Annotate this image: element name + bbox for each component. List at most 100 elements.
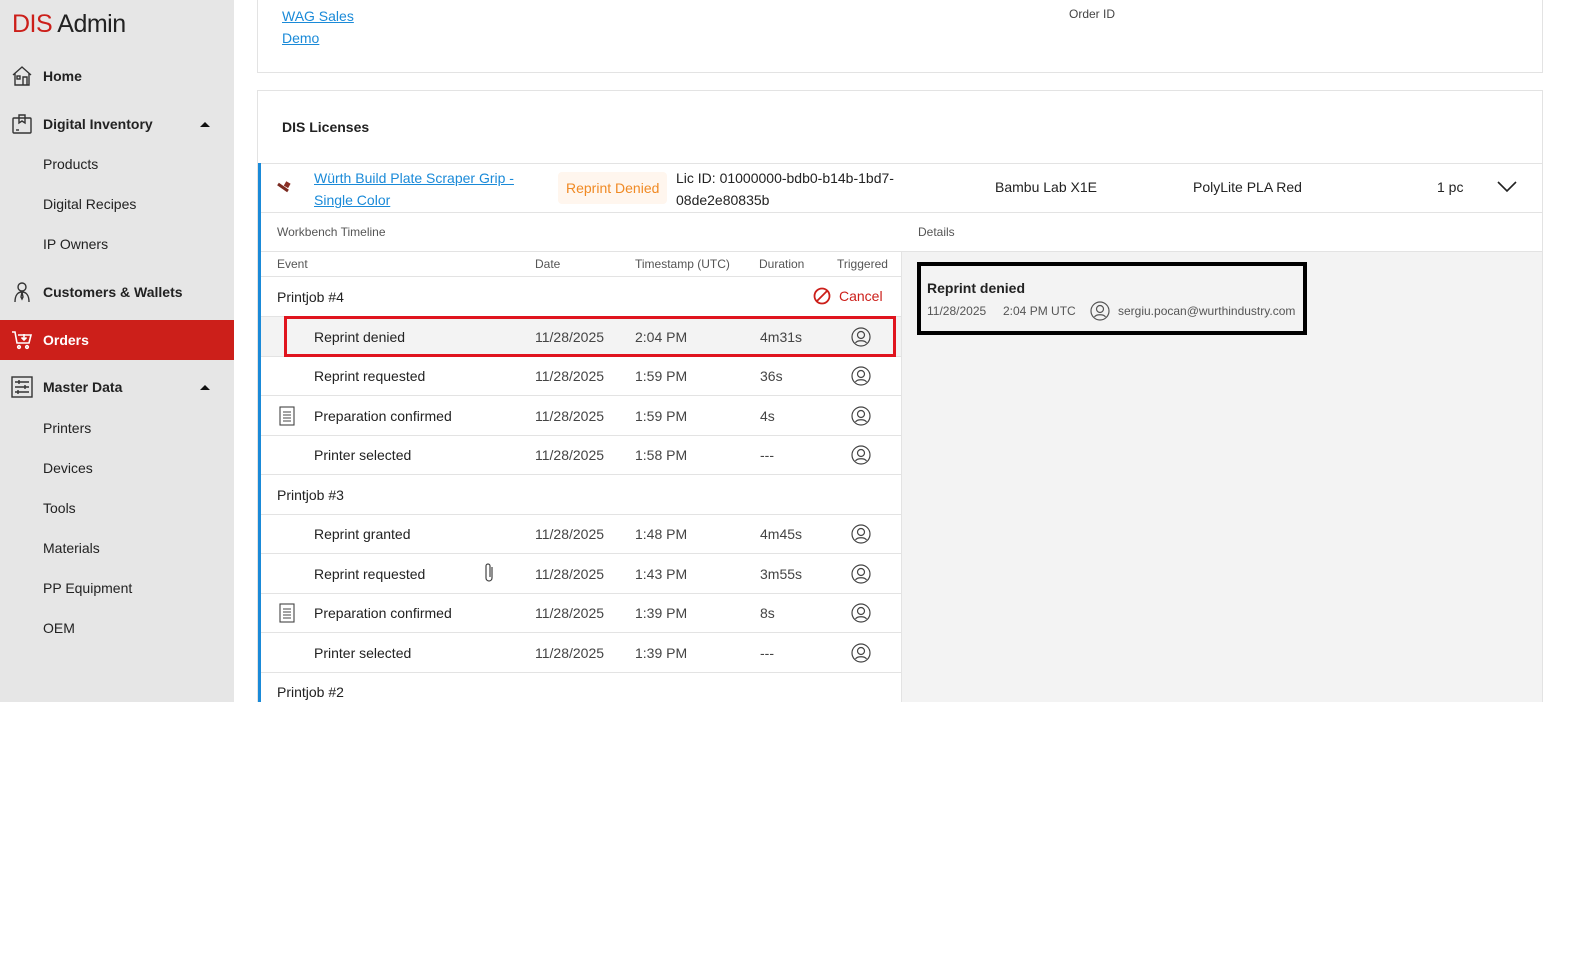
printer-name: Bambu Lab X1E: [995, 179, 1097, 195]
detail-entry: Reprint denied 11/28/2025 2:04 PM UTC se…: [917, 262, 1307, 335]
sidebar-item-home[interactable]: Home: [0, 56, 234, 96]
product-link[interactable]: Würth Build Plate Scraper Grip - Single …: [314, 170, 514, 208]
cart-icon: [12, 331, 33, 350]
sidebar-item-products[interactable]: Products: [43, 156, 99, 172]
collapse-caret-icon[interactable]: [200, 121, 210, 127]
event-duration: ---: [760, 447, 774, 463]
details-label: Details: [918, 225, 955, 239]
event-date: 11/28/2025: [535, 644, 605, 661]
user-icon[interactable]: [851, 445, 871, 465]
section-title: DIS Licenses: [282, 119, 370, 135]
user-icon: [1090, 301, 1110, 321]
sidebar-item-customers-wallets[interactable]: Customers & Wallets: [0, 272, 234, 312]
cancel-button[interactable]: Cancel: [813, 287, 883, 305]
selected-license-indicator: [258, 163, 261, 702]
event-name: Printer selected: [314, 447, 412, 463]
event-name: Preparation confirmed: [314, 407, 452, 424]
event-date: 11/28/2025: [535, 605, 605, 621]
paperclip-icon[interactable]: [483, 562, 495, 584]
event-time: 1:39 PM: [635, 644, 688, 661]
col-triggered: Triggered: [837, 257, 888, 271]
logo[interactable]: DIS Admin: [12, 10, 126, 38]
printjob-label: Printjob #3: [277, 486, 344, 503]
order-info-card: WAG Sales Demo Order ID: [257, 0, 1543, 73]
order-id-label: Order ID: [1069, 7, 1116, 21]
timeline-row[interactable]: Reprint denied 11/28/2025 2:04 PM 4m31s: [261, 315, 901, 357]
sidebar-item-tools[interactable]: Tools: [43, 500, 76, 516]
col-timestamp: Timestamp (UTC): [635, 257, 730, 271]
box-icon: [12, 114, 32, 134]
event-time: 1:58 PM: [635, 447, 688, 463]
sidebar: DIS Admin Home Digital Inventory Product…: [0, 0, 234, 702]
user-icon[interactable]: [851, 524, 871, 544]
user-icon[interactable]: [851, 563, 871, 584]
printjob-group-header: Printjob #2: [261, 672, 901, 702]
detail-date: 11/28/2025: [927, 304, 987, 318]
user-icon[interactable]: [851, 642, 871, 663]
timeline-row[interactable]: Reprint requested 11/28/2025 1:59 PM 36s: [261, 356, 901, 396]
document-icon[interactable]: [279, 405, 295, 426]
event-date: 11/28/2025: [535, 447, 605, 463]
material-name: PolyLite PLA Red: [1193, 179, 1302, 195]
timeline-label: Workbench Timeline: [277, 225, 386, 239]
sidebar-item-printers[interactable]: Printers: [43, 420, 92, 436]
event-duration: 4m31s: [760, 328, 803, 345]
sidebar-item-oem[interactable]: OEM: [43, 620, 75, 636]
detail-user: sergiu.pocan@wurthindustry.com: [1118, 304, 1296, 318]
collapse-caret-icon[interactable]: [200, 384, 210, 390]
timeline-header: Event Date Timestamp (UTC) Duration Trig…: [261, 252, 901, 277]
event-date: 11/28/2025: [535, 526, 605, 542]
demo-link[interactable]: Demo: [282, 30, 320, 46]
sidebar-item-pp-equipment[interactable]: PP Equipment: [43, 580, 133, 596]
printjob-group-header: Printjob #4 Cancel: [261, 277, 901, 317]
user-icon[interactable]: [851, 603, 871, 623]
sidebar-item-digital-recipes[interactable]: Digital Recipes: [43, 196, 137, 212]
divider: [261, 212, 1542, 213]
cancel-label: Cancel: [839, 288, 883, 304]
event-time: 1:59 PM: [635, 407, 688, 424]
event-name: Preparation confirmed: [314, 605, 452, 621]
printjob-group-header: Printjob #3: [261, 475, 901, 515]
printjob-label: Printjob #4: [277, 289, 344, 305]
event-date: 11/28/2025: [535, 368, 605, 384]
timeline-row[interactable]: Printer selected 11/28/2025 1:39 PM ---: [261, 633, 901, 673]
license-id-line1: Lic ID: 01000000-bdb0-b14b-1bd7-: [676, 170, 894, 186]
event-duration: 4m45s: [760, 526, 803, 542]
sidebar-item-master-data[interactable]: Master Data: [0, 367, 234, 407]
wag-sales-link[interactable]: WAG Sales: [282, 8, 354, 24]
event-time: 2:04 PM: [635, 328, 688, 345]
detail-time: 2:04 PM UTC: [1003, 304, 1076, 318]
sidebar-item-ip-owners[interactable]: IP Owners: [43, 236, 109, 252]
timeline-row[interactable]: Reprint granted 11/28/2025 1:48 PM 4m45s: [261, 514, 901, 554]
event-duration: 4s: [760, 407, 775, 424]
event-time: 1:48 PM: [635, 526, 688, 542]
event-duration: 8s: [760, 605, 775, 621]
details-panel: Reprint denied 11/28/2025 2:04 PM UTC se…: [901, 252, 1542, 702]
sidebar-item-devices[interactable]: Devices: [43, 460, 93, 476]
cancel-icon: [813, 287, 831, 305]
event-date: 11/28/2025: [535, 407, 605, 424]
user-icon[interactable]: [851, 326, 871, 347]
license-id-line2: 08de2e80835b: [676, 192, 770, 208]
event-date: 11/28/2025: [535, 328, 605, 345]
col-event: Event: [277, 257, 308, 271]
timeline-row[interactable]: Reprint requested 11/28/2025 1:43 PM 3m55s: [261, 554, 901, 594]
product-thumbnail-icon: [277, 181, 291, 193]
document-icon[interactable]: [279, 603, 295, 623]
divider: [261, 251, 1542, 252]
event-name: Reprint denied: [314, 328, 406, 345]
person-icon: [14, 282, 30, 303]
event-time: 1:39 PM: [635, 605, 688, 621]
user-icon[interactable]: [851, 405, 871, 426]
chevron-down-icon[interactable]: [1497, 181, 1517, 193]
timeline-row[interactable]: Preparation confirmed 11/28/2025 1:59 PM 4s: [261, 396, 901, 436]
sidebar-item-orders[interactable]: Orders: [0, 320, 234, 360]
event-name: Reprint granted: [314, 526, 411, 542]
sidebar-item-digital-inventory[interactable]: Digital Inventory: [0, 104, 234, 144]
sidebar-item-materials[interactable]: Materials: [43, 540, 100, 556]
timeline-row[interactable]: Printer selected 11/28/2025 1:58 PM ---: [261, 435, 901, 475]
timeline-row[interactable]: Preparation confirmed 11/28/2025 1:39 PM 8s: [261, 593, 901, 633]
user-icon[interactable]: [851, 366, 871, 386]
event-name: Reprint requested: [314, 565, 426, 582]
event-date: 11/28/2025: [535, 565, 605, 582]
